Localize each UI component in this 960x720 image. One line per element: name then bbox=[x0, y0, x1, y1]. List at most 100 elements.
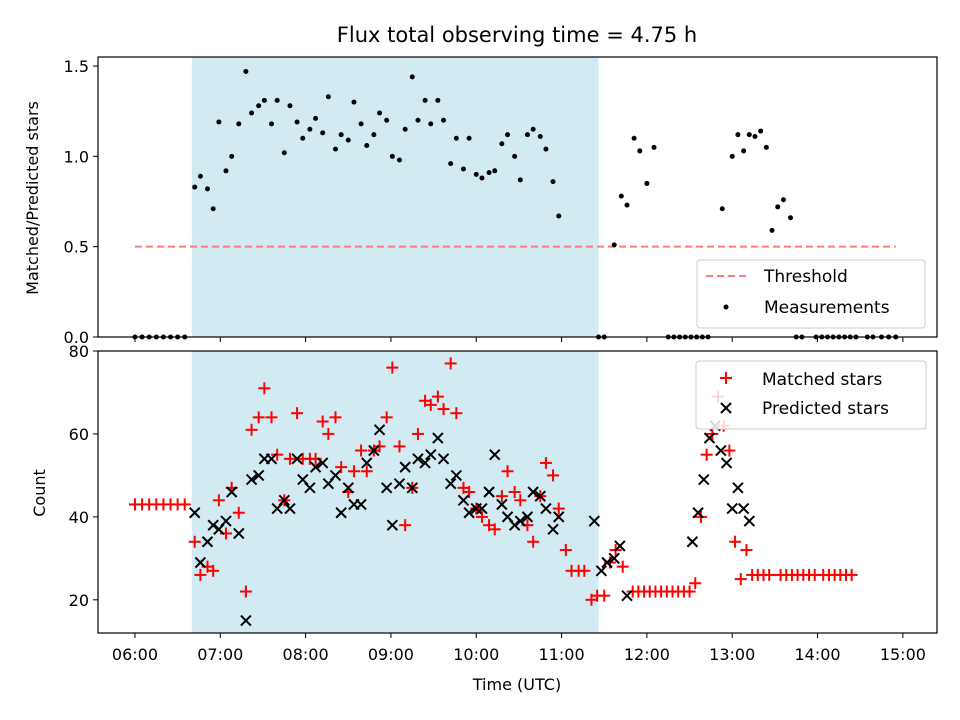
predicted-star-point bbox=[399, 461, 411, 473]
counts-layer bbox=[128, 357, 858, 627]
matched-star-point bbox=[252, 411, 265, 424]
measurement-point bbox=[637, 148, 643, 154]
matched-star-point bbox=[723, 444, 736, 457]
measurement-point bbox=[300, 135, 306, 141]
measurement-point bbox=[448, 161, 454, 167]
predicted-star-point bbox=[553, 511, 565, 523]
predicted-star-point bbox=[588, 515, 600, 527]
x-tick-label: 14:00 bbox=[794, 645, 840, 664]
top-y-axis: 0.0 0.5 1.0 1.5 bbox=[64, 57, 98, 347]
matched-star-point bbox=[347, 465, 360, 478]
measurement-point bbox=[517, 177, 523, 183]
legend-matched-label: Matched stars bbox=[762, 370, 882, 390]
predicted-star-point bbox=[386, 519, 399, 531]
predicted-star-point bbox=[698, 473, 710, 486]
measurement-point bbox=[249, 110, 255, 116]
predicted-star-point bbox=[373, 424, 386, 436]
measurement-point bbox=[486, 170, 492, 176]
predicted-star-point bbox=[412, 453, 424, 465]
top-y-axis-label: Matched/Predicted stars bbox=[23, 101, 42, 295]
measurement-point bbox=[313, 115, 319, 121]
measurement-point bbox=[543, 146, 549, 152]
matched-star-point bbox=[360, 465, 373, 478]
measurement-point bbox=[556, 213, 562, 219]
bottom-y-tick-label: 40 bbox=[69, 508, 89, 527]
top-y-tick-label: 0.0 bbox=[64, 328, 89, 347]
matched-star-point bbox=[527, 535, 540, 548]
measurement-point bbox=[512, 153, 518, 159]
predicted-star-point bbox=[304, 482, 316, 494]
predicted-star-point bbox=[476, 502, 488, 515]
measurement-point bbox=[320, 130, 326, 136]
matched-star-point bbox=[514, 494, 527, 507]
bottom-plot-frame bbox=[97, 350, 938, 634]
predicted-star-point bbox=[278, 494, 290, 507]
matched-star-point bbox=[283, 452, 296, 465]
bottom-panel: 20 40 60 80 06:00 07:00 08:00 09:00 10:00 11:00 1… bbox=[30, 342, 938, 694]
predicted-star-point bbox=[732, 482, 744, 494]
matched-star-point bbox=[547, 469, 560, 482]
bottom-y-axis: 20 40 60 80 bbox=[69, 342, 98, 610]
measurement-point bbox=[192, 184, 198, 190]
measurements-layer bbox=[132, 68, 899, 340]
matched-star-point bbox=[495, 490, 508, 503]
measurement-point bbox=[611, 242, 617, 248]
matched-star-point bbox=[329, 411, 342, 424]
predicted-star-point bbox=[188, 507, 201, 519]
measurement-point bbox=[307, 126, 313, 132]
predicted-star-point bbox=[233, 527, 245, 540]
measurement-point bbox=[618, 193, 624, 199]
x-tick-label: 10:00 bbox=[453, 645, 499, 664]
predicted-star-point bbox=[207, 519, 219, 531]
top-panel: 0.0 0.5 1.0 1.5 Matched/Predicted stars Thr… bbox=[23, 56, 938, 347]
bottom-y-tick-label: 20 bbox=[69, 591, 89, 610]
measurement-point bbox=[428, 121, 434, 127]
measurement-point bbox=[763, 144, 769, 150]
legend-predicted-swatch bbox=[720, 402, 732, 414]
predicted-star-point bbox=[715, 444, 727, 457]
top-legend-box bbox=[696, 259, 926, 329]
predicted-star-point bbox=[450, 469, 463, 482]
measurement-point bbox=[274, 97, 280, 103]
matched-star-point bbox=[501, 465, 514, 478]
measurement-point bbox=[729, 153, 735, 159]
predicted-star-point bbox=[743, 515, 755, 527]
matched-star-point bbox=[194, 568, 207, 581]
predicted-star-point bbox=[291, 453, 303, 465]
matched-star-point bbox=[508, 486, 521, 498]
measurement-point bbox=[281, 150, 287, 156]
matched-star-point bbox=[265, 411, 278, 424]
measurement-point bbox=[735, 132, 741, 138]
predicted-star-point bbox=[527, 486, 539, 498]
bottom-y-tick-label: 60 bbox=[69, 425, 89, 444]
top-legend: Threshold Measurements bbox=[696, 259, 926, 329]
matched-star-point bbox=[539, 456, 552, 469]
measurement-point bbox=[435, 97, 441, 103]
predicted-star-point bbox=[355, 498, 367, 511]
top-plot-frame bbox=[97, 56, 938, 338]
matched-star-point bbox=[444, 357, 457, 370]
x-axis-label: Time (UTC) bbox=[472, 675, 561, 694]
chart-title: Flux total observing time = 4.75 h bbox=[337, 23, 697, 47]
measurement-point bbox=[550, 179, 556, 185]
bottom-x-axis: 06:00 07:00 08:00 09:00 10:00 11:00 12:00 13:00… bbox=[112, 633, 926, 664]
measurement-point bbox=[746, 132, 752, 138]
predicted-star-point bbox=[496, 498, 508, 511]
measurement-point bbox=[644, 180, 650, 186]
measurement-point bbox=[204, 186, 210, 192]
measurement-point bbox=[758, 128, 764, 134]
predicted-star-point bbox=[329, 469, 342, 482]
measurement-point bbox=[338, 132, 344, 138]
predicted-star-point bbox=[483, 486, 495, 498]
measurement-point bbox=[268, 121, 274, 127]
measurement-point bbox=[325, 94, 331, 100]
predicted-star-point bbox=[540, 502, 552, 515]
x-tick-label: 15:00 bbox=[880, 645, 926, 664]
predicted-star-point bbox=[692, 507, 704, 519]
matched-star-point bbox=[450, 407, 463, 420]
bottom-y-tick-label: 80 bbox=[69, 342, 89, 361]
predicted-star-point bbox=[508, 519, 521, 531]
matched-star-point bbox=[178, 498, 191, 511]
matched-star-point bbox=[322, 427, 335, 440]
measurement-point bbox=[351, 99, 357, 105]
